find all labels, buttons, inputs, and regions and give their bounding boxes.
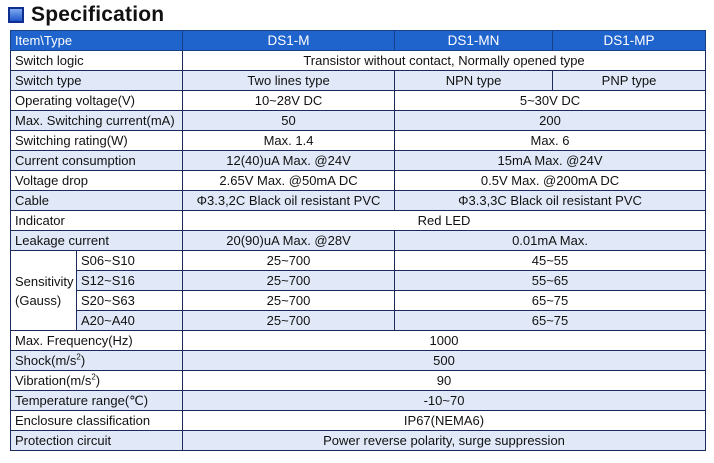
row-sensitivity: Sensitivity (Gauss) S06~S10 25~700 45~55: [10, 250, 707, 331]
row-label: Vibration(m/s2): [9, 370, 184, 391]
table-header-row: Item\Type DS1-M DS1-MN DS1-MP: [9, 30, 707, 51]
cell-mn-mp: 65~75: [394, 310, 707, 331]
section-heading: Specification: [8, 2, 164, 28]
row-max-frequency: Max. Frequency(Hz) 1000: [9, 330, 707, 351]
cell-m: 50: [182, 110, 396, 131]
cell-mn-mp: 45~55: [394, 250, 707, 271]
cell-m: 25~700: [182, 290, 396, 311]
cell-all: 1000: [182, 330, 707, 351]
square-bullet-icon: [8, 7, 24, 23]
row-label: Temperature range(℃): [9, 390, 184, 411]
row-label: Shock(m/s2): [9, 350, 184, 371]
row-label: Switch type: [9, 70, 184, 91]
cell-all: -10~70: [182, 390, 707, 411]
row-indicator: Indicator Red LED: [9, 210, 707, 231]
row-label: Enclosure classification: [9, 410, 184, 431]
row-label: Leakage current: [9, 230, 184, 251]
row-switch-logic: Switch logic Transistor without contact,…: [9, 50, 707, 71]
cell-all: IP67(NEMA6): [182, 410, 707, 431]
sensitivity-group-label: Sensitivity (Gauss): [10, 250, 77, 331]
cell-all: Red LED: [182, 210, 707, 231]
row-max-switching-current: Max. Switching current(mA) 50 200: [9, 110, 707, 131]
cell-mn-mp: Max. 6: [394, 130, 707, 151]
cell-mn-mp: 55~65: [394, 270, 707, 291]
row-enclosure: Enclosure classification IP67(NEMA6): [9, 410, 707, 431]
cell-mp: PNP type: [552, 70, 707, 91]
cell-m: Max. 1.4: [182, 130, 396, 151]
row-label: Max. Frequency(Hz): [9, 330, 184, 351]
cell-mn-mp: 200: [394, 110, 707, 131]
row-leakage-current: Leakage current 20(90)uA Max. @28V 0.01m…: [9, 230, 707, 251]
header-item-type: Item\Type: [9, 30, 184, 51]
row-shock: Shock(m/s2) 500: [9, 350, 707, 371]
sensitivity-label: Sensitivity: [15, 273, 74, 289]
cell-all: Power reverse polarity, surge suppressio…: [182, 430, 707, 451]
row-protection-circuit: Protection circuit Power reverse polarit…: [9, 430, 707, 451]
cell-m: 25~700: [182, 270, 396, 291]
cell-m: 25~700: [182, 310, 396, 331]
header-ds1-mp: DS1-MP: [552, 30, 707, 51]
sensitivity-model: A20~A40: [75, 310, 184, 331]
cell-mn-mp: 0.01mA Max.: [394, 230, 707, 251]
header-ds1-m: DS1-M: [182, 30, 396, 51]
row-current-consumption: Current consumption 12(40)uA Max. @24V 1…: [9, 150, 707, 171]
cell-mn-mp: 65~75: [394, 290, 707, 311]
row-operating-voltage: Operating voltage(V) 10~28V DC 5~30V DC: [9, 90, 707, 111]
row-label: Current consumption: [9, 150, 184, 171]
cell-m: 20(90)uA Max. @28V: [182, 230, 396, 251]
row-label: Cable: [9, 190, 184, 211]
row-switch-type: Switch type Two lines type NPN type PNP …: [9, 70, 707, 91]
row-sensitivity: S12~S16 25~700 55~65: [11, 270, 707, 291]
cell-m: 10~28V DC: [182, 90, 396, 111]
row-label: Operating voltage(V): [9, 90, 184, 111]
section-title: Specification: [31, 3, 165, 26]
sensitivity-model: S06~S10: [75, 250, 184, 271]
row-label: Voltage drop: [9, 170, 184, 191]
specification-table: Item\Type DS1-M DS1-MN DS1-MP Switch log…: [9, 30, 707, 451]
cell-mn-mp: 0.5V Max. @200mA DC: [394, 170, 707, 191]
row-sensitivity: S20~S63 25~700 65~75: [11, 290, 707, 311]
row-label: Switch logic: [9, 50, 184, 71]
cell-mn-mp: Φ3.3,3C Black oil resistant PVC: [394, 190, 707, 211]
cell-all: 90: [182, 370, 707, 391]
sensitivity-unit: (Gauss): [15, 292, 62, 308]
cell-m: 25~700: [182, 250, 396, 271]
cell-all: Transistor without contact, Normally ope…: [182, 50, 707, 71]
sensitivity-model: S12~S16: [75, 270, 184, 291]
row-temperature-range: Temperature range(℃) -10~70: [9, 390, 707, 411]
sensitivity-model: S20~S63: [75, 290, 184, 311]
row-label: Protection circuit: [9, 430, 184, 451]
cell-mn-mp: 5~30V DC: [394, 90, 707, 111]
row-voltage-drop: Voltage drop 2.65V Max. @50mA DC 0.5V Ma…: [9, 170, 707, 191]
cell-all: 500: [182, 350, 707, 371]
cell-m: Φ3.3,2C Black oil resistant PVC: [182, 190, 396, 211]
row-cable: Cable Φ3.3,2C Black oil resistant PVC Φ3…: [9, 190, 707, 211]
row-label: Switching rating(W): [9, 130, 184, 151]
cell-m: Two lines type: [182, 70, 396, 91]
row-label: Indicator: [9, 210, 184, 231]
header-ds1-mn: DS1-MN: [394, 30, 554, 51]
cell-m: 12(40)uA Max. @24V: [182, 150, 396, 171]
row-switching-rating: Switching rating(W) Max. 1.4 Max. 6: [9, 130, 707, 151]
cell-mn-mp: 15mA Max. @24V: [394, 150, 707, 171]
cell-mn: NPN type: [394, 70, 554, 91]
row-sensitivity: A20~A40 25~700 65~75: [11, 310, 707, 331]
row-vibration: Vibration(m/s2) 90: [9, 370, 707, 391]
cell-m: 2.65V Max. @50mA DC: [182, 170, 396, 191]
row-label: Max. Switching current(mA): [9, 110, 184, 131]
